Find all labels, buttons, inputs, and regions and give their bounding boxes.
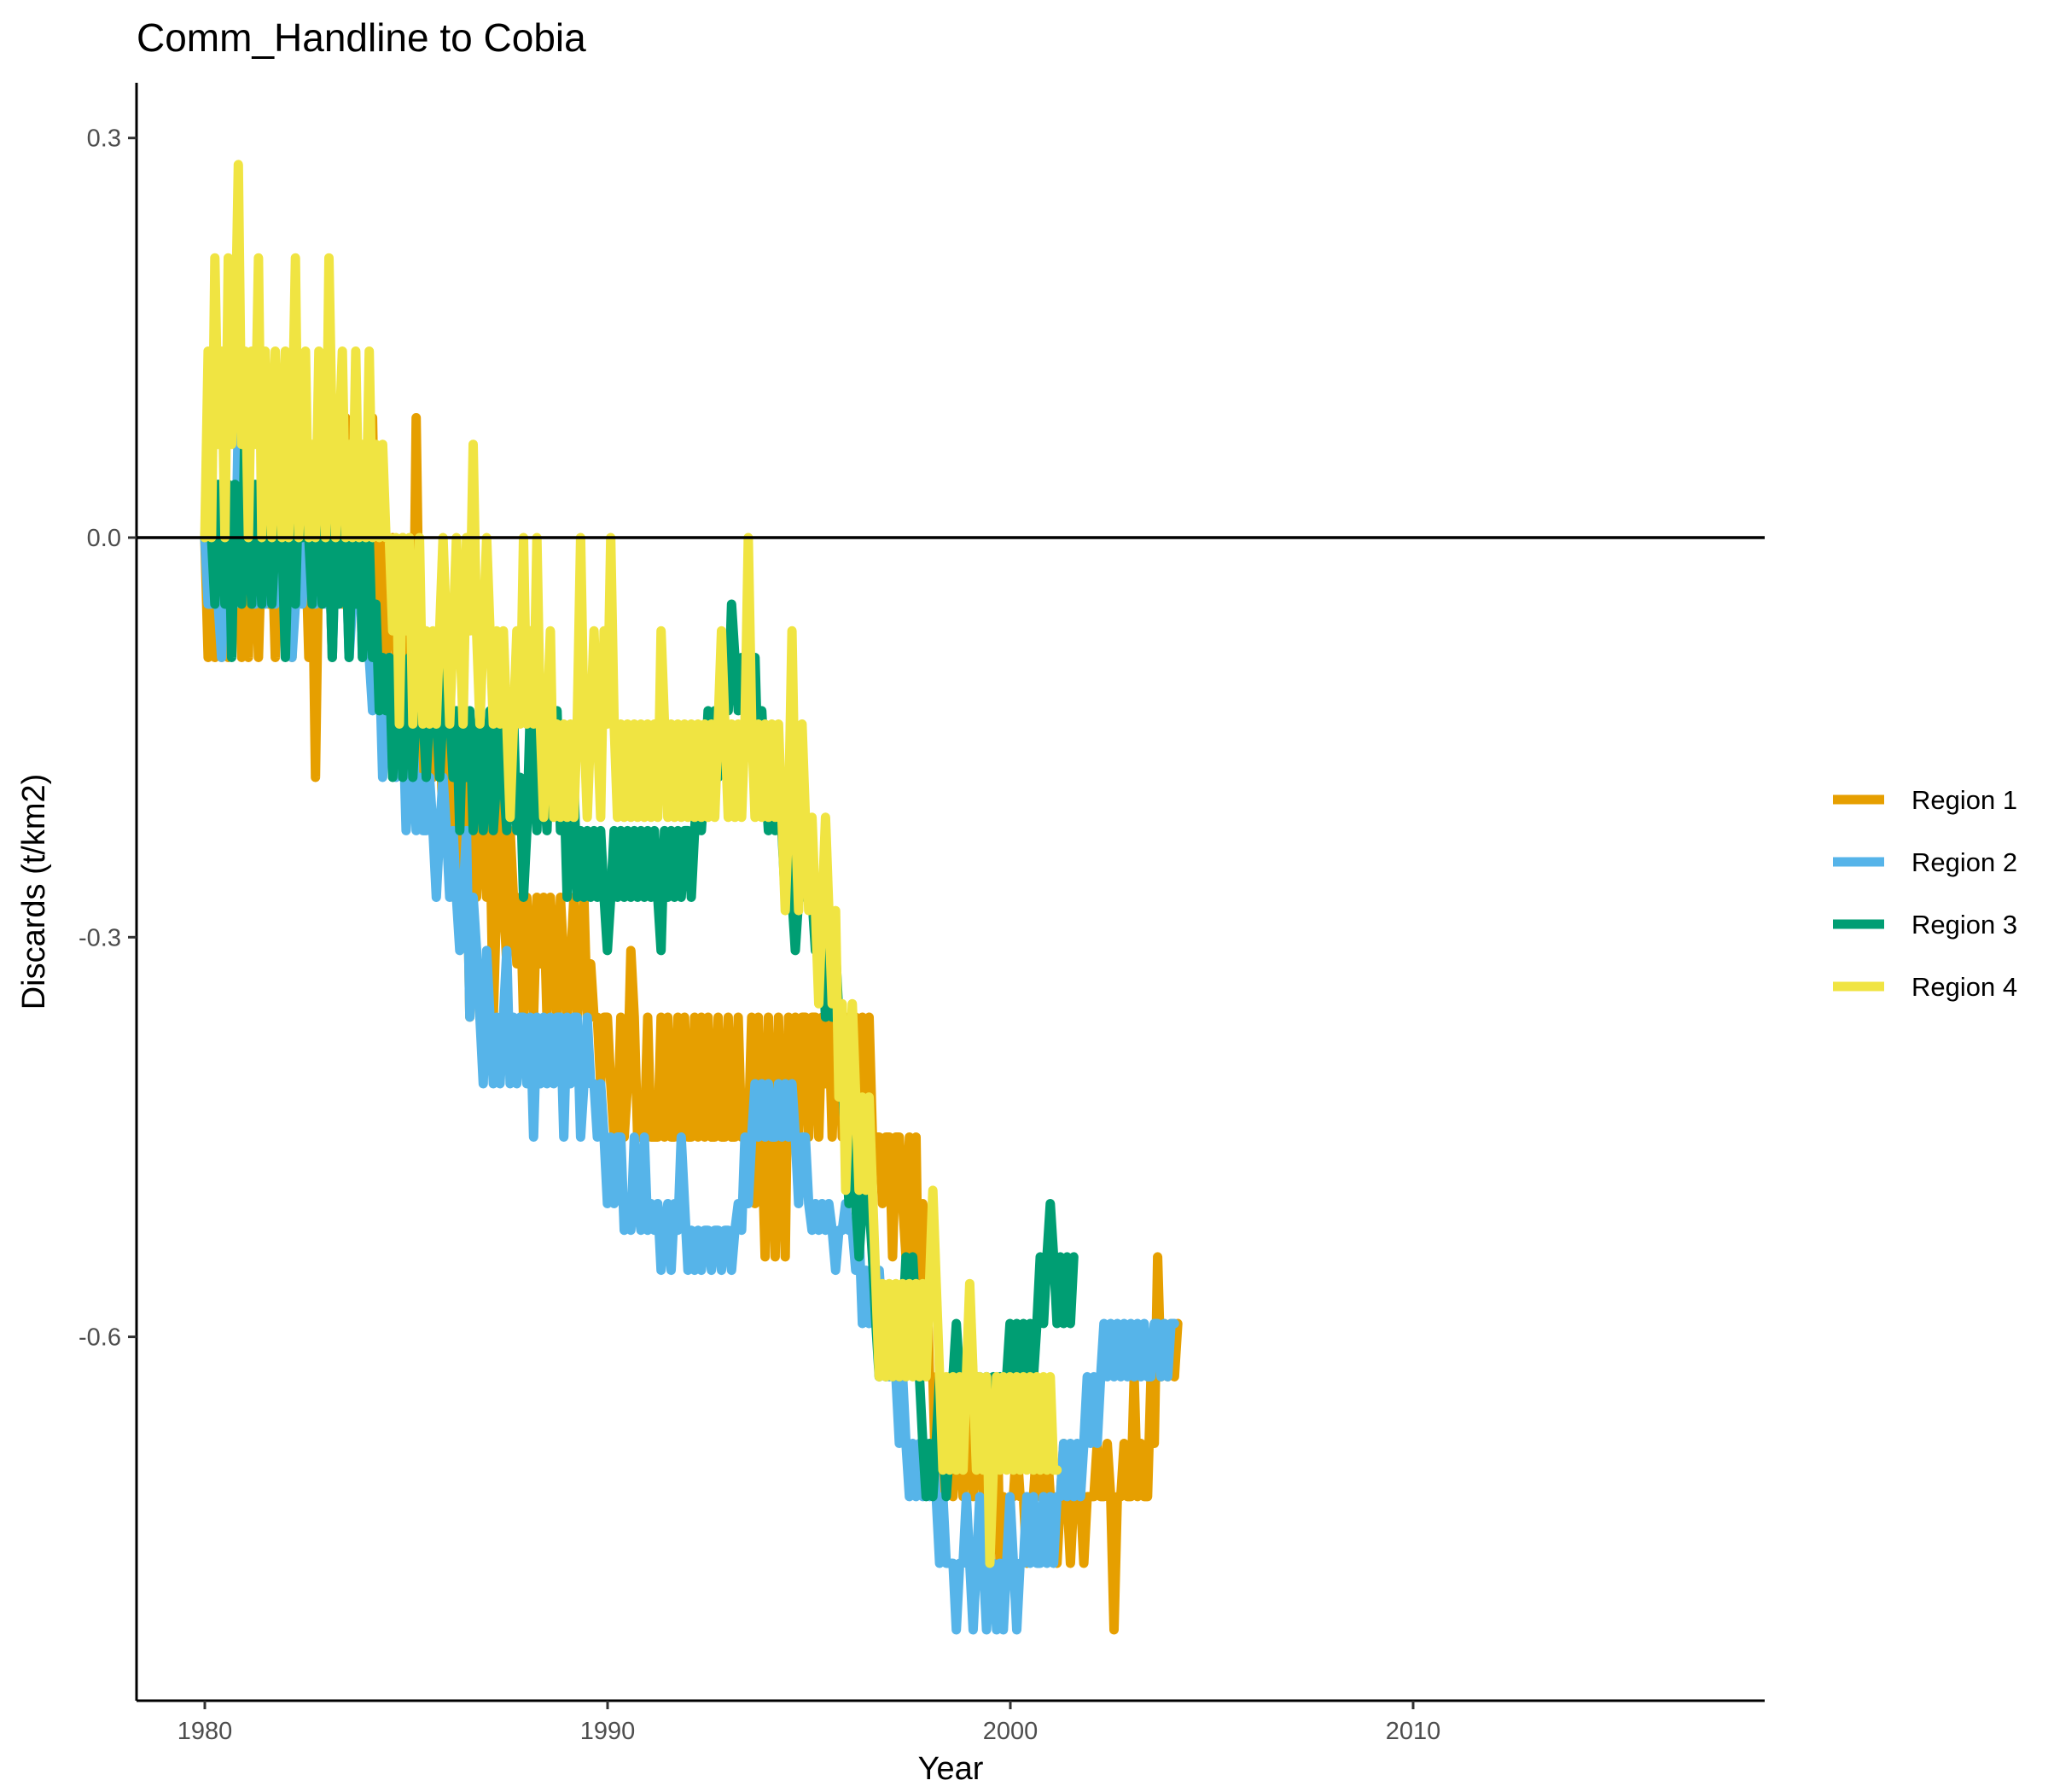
y-tick-label: 0.3 [87, 125, 121, 153]
x-axis-title: Year [918, 1751, 984, 1787]
legend-label-region-1: Region 1 [1911, 785, 2017, 815]
series-line-region-4 [200, 160, 1062, 1568]
x-axis-ticks: 1980 1990 2000 2010 [177, 1701, 1441, 1745]
legend-label-region-3: Region 3 [1911, 910, 2017, 940]
series-group [200, 160, 1183, 1635]
y-axis-ticks: 0.3 0.0 -0.3 -0.6 [79, 125, 137, 1352]
x-tick-label: 1990 [580, 1718, 636, 1745]
x-tick-label: 2000 [983, 1718, 1039, 1745]
x-tick-label: 2010 [1386, 1718, 1441, 1745]
x-tick-label: 1980 [177, 1718, 233, 1745]
y-tick-label: 0.0 [87, 525, 121, 552]
legend-label-region-4: Region 4 [1911, 972, 2017, 1002]
y-tick-label: -0.6 [79, 1324, 121, 1352]
legend-label-region-2: Region 2 [1911, 847, 2017, 877]
chart-title: Comm_Handline to Cobia [137, 15, 586, 60]
y-axis-title: Discards (t/km2) [16, 774, 52, 1010]
legend: Region 1 Region 2 Region 3 Region 4 [1833, 785, 2017, 1002]
y-tick-label: -0.3 [79, 924, 121, 951]
series-line-region-3 [200, 413, 1079, 1502]
